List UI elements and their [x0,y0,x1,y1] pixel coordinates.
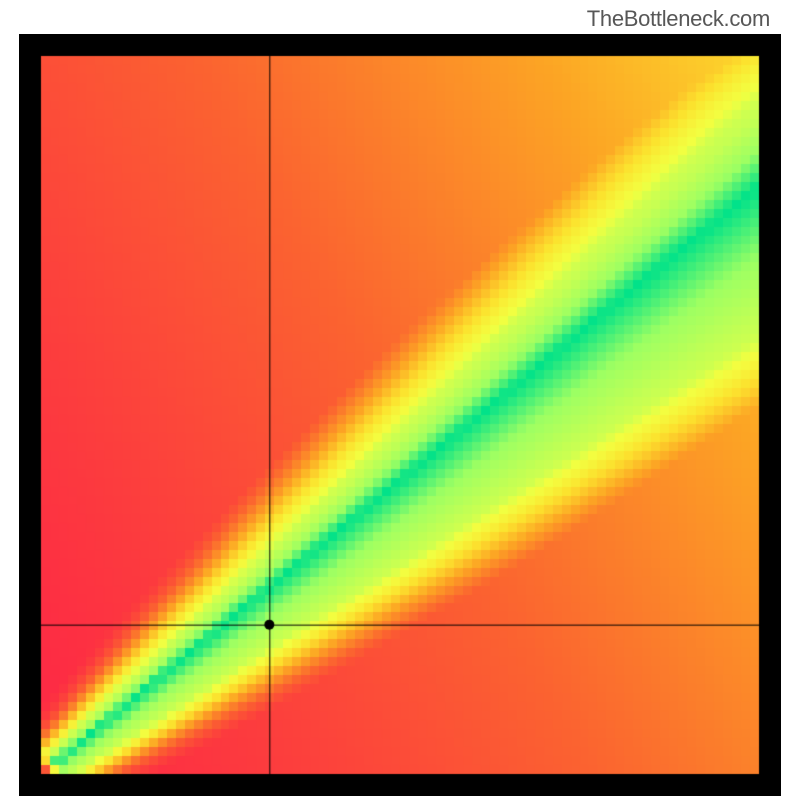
chart-frame [19,34,781,796]
heatmap-canvas [19,34,781,796]
chart-container: TheBottleneck.com [0,0,800,800]
watermark-text: TheBottleneck.com [587,6,770,32]
